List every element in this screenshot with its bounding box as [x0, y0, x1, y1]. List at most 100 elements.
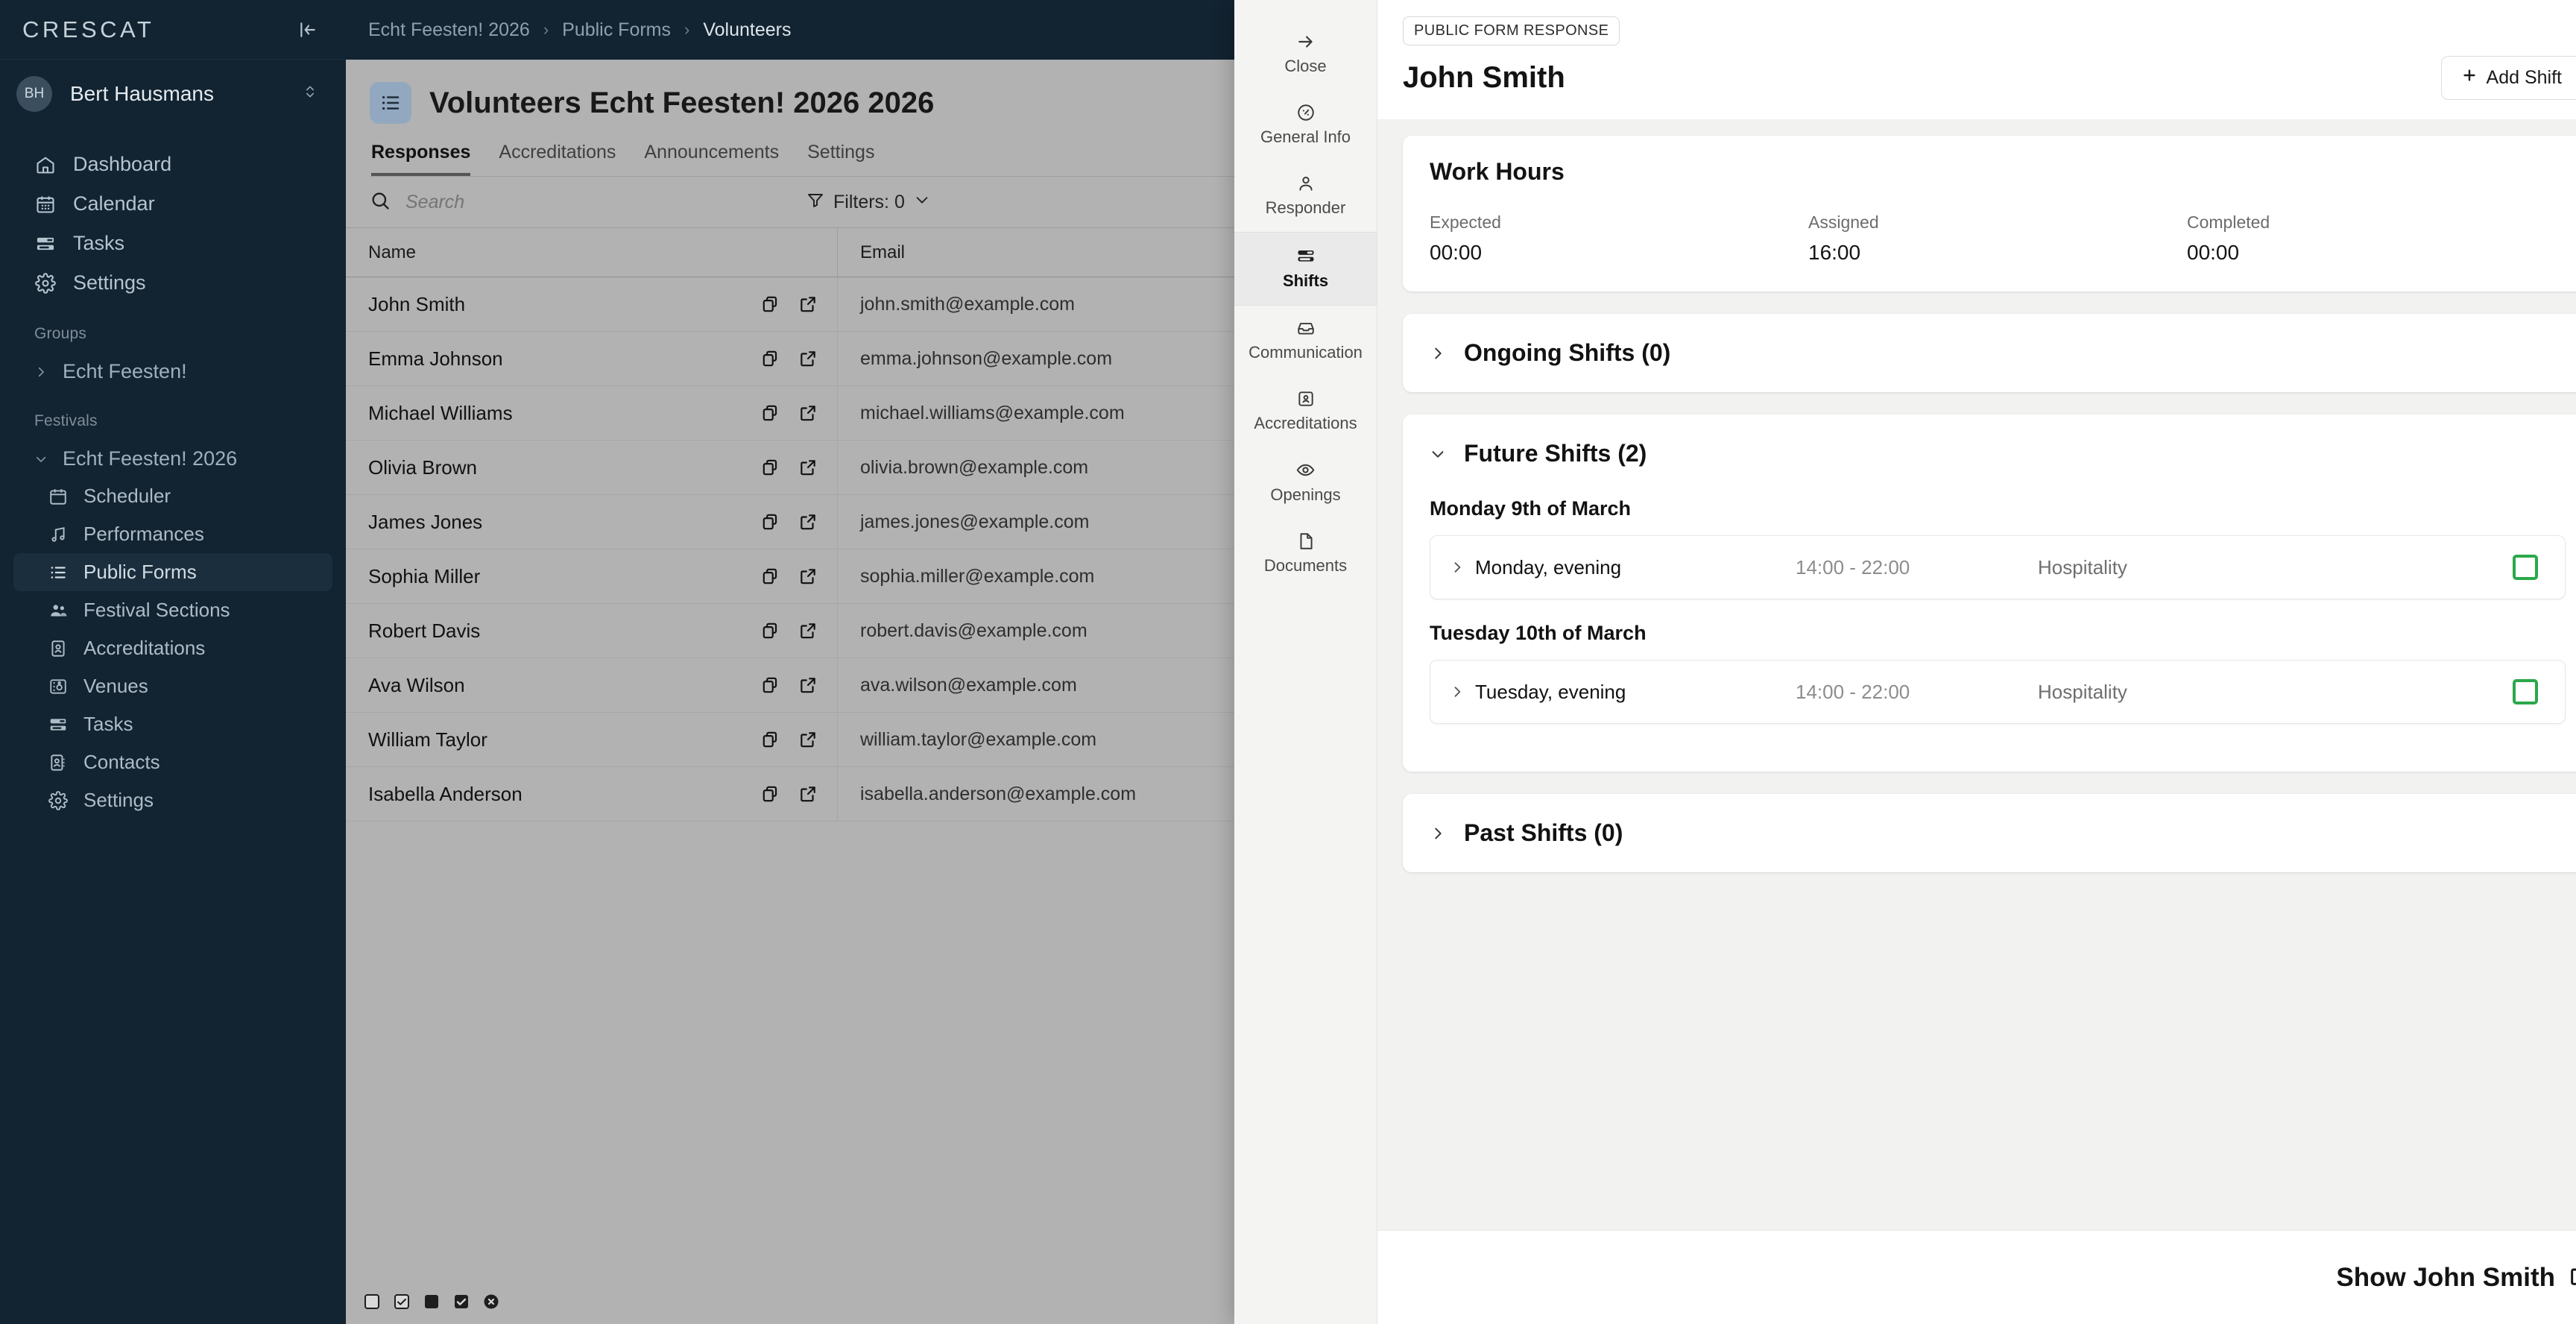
music-icon: [48, 524, 69, 545]
shift-name: Tuesday, evening: [1475, 680, 1626, 703]
show-response-link[interactable]: Show John Smith: [2336, 1262, 2555, 1292]
sidebar-item-tasks[interactable]: Tasks: [13, 224, 332, 263]
column-header-email[interactable]: Email: [860, 242, 906, 262]
breadcrumb-item-public-forms[interactable]: Public Forms: [562, 19, 672, 40]
rail-item-communication[interactable]: Communication: [1234, 306, 1377, 376]
sidebar-item-label: Tasks: [83, 713, 133, 735]
rail-item-openings[interactable]: Openings: [1234, 447, 1377, 519]
shift-row[interactable]: Tuesday, evening 14:00 - 22:00 Hospitality: [1430, 660, 2566, 724]
ongoing-shifts-toggle[interactable]: Ongoing Shifts (0): [1403, 314, 2576, 392]
open-external-icon[interactable]: [798, 294, 818, 314]
tab-accreditations[interactable]: Accreditations: [499, 142, 616, 163]
cell-name: Olivia Brown: [346, 440, 838, 495]
sidebar-item-settings[interactable]: Settings: [13, 263, 332, 303]
sidebar-item-label: Tasks: [73, 232, 125, 254]
column-header-name[interactable]: Name: [346, 227, 838, 277]
open-external-icon[interactable]: [798, 403, 818, 423]
open-external-icon[interactable]: [798, 458, 818, 477]
duplicate-icon[interactable]: [761, 349, 780, 368]
gear-icon: [48, 790, 69, 811]
breadcrumb-item-volunteers[interactable]: Volunteers: [703, 19, 792, 40]
duplicate-icon[interactable]: [761, 675, 780, 695]
sidebar-item-performances[interactable]: Performances: [13, 515, 332, 553]
cell-name: Michael Williams: [346, 385, 838, 441]
shift-checkbox[interactable]: [2513, 555, 2538, 580]
cell-email: robert.davis@example.com: [860, 620, 1087, 641]
sidebar-item-contacts[interactable]: Contacts: [13, 743, 332, 781]
checkbox-checked-outline-icon[interactable]: [392, 1292, 411, 1311]
rail-item-accreditations[interactable]: Accreditations: [1234, 376, 1377, 447]
open-external-icon[interactable]: [798, 567, 818, 586]
future-shifts-title: Future Shifts (2): [1464, 440, 1647, 467]
rail-item-close[interactable]: Close: [1234, 19, 1377, 90]
shift-checkbox[interactable]: [2513, 679, 2538, 704]
tab-responses[interactable]: Responses: [371, 142, 471, 176]
shift-row[interactable]: Monday, evening 14:00 - 22:00 Hospitality: [1430, 535, 2566, 599]
checkbox-checked-filled-icon[interactable]: [452, 1292, 471, 1311]
duplicate-icon[interactable]: [761, 621, 780, 640]
sidebar-item-label: Settings: [83, 789, 154, 811]
drawer-rail: Close General Info Responder Shifts Comm…: [1234, 0, 1377, 1324]
tab-announcements[interactable]: Announcements: [644, 142, 780, 163]
checkbox-filled-icon[interactable]: [422, 1292, 441, 1311]
table-toolbar: Filters: 0: [346, 177, 2576, 227]
future-shifts-toggle[interactable]: Future Shifts (2): [1403, 414, 2576, 493]
user-switcher[interactable]: BH Bert Hausmans: [0, 60, 346, 128]
sidebar-item-accreditations[interactable]: Accreditations: [13, 629, 332, 667]
duplicate-icon[interactable]: [761, 458, 780, 477]
circle-x-icon[interactable]: [482, 1292, 501, 1311]
sidebar-item-festival-sections[interactable]: Festival Sections: [13, 591, 332, 629]
breadcrumb-separator: ›: [543, 20, 549, 39]
chevron-right-icon[interactable]: [1450, 684, 1475, 699]
sidebar-item-tasks-festival[interactable]: Tasks: [13, 705, 332, 743]
table-row[interactable]: Olivia Brown olivia.brown@example.com: [346, 440, 2576, 495]
user-name: Bert Hausmans: [70, 82, 214, 105]
sidebar-festival-echt-feesten-2026[interactable]: Echt Feesten! 2026: [13, 441, 332, 477]
checkbox-empty-icon[interactable]: [362, 1292, 382, 1311]
open-external-icon[interactable]: [798, 675, 818, 695]
rail-item-shifts[interactable]: Shifts: [1234, 232, 1377, 306]
search-input[interactable]: [405, 191, 629, 213]
tasks-icon: [48, 714, 69, 735]
breadcrumb-item-festival[interactable]: Echt Feesten! 2026: [368, 19, 530, 40]
rail-item-general-info[interactable]: General Info: [1234, 90, 1377, 161]
rail-item-responder[interactable]: Responder: [1234, 161, 1377, 232]
rail-item-documents[interactable]: Documents: [1234, 519, 1377, 590]
duplicate-icon[interactable]: [761, 730, 780, 749]
shift-day-label: Tuesday 10th of March: [1430, 622, 1647, 644]
sidebar-item-dashboard[interactable]: Dashboard: [13, 145, 332, 184]
sidebar-item-venues[interactable]: Venues: [13, 667, 332, 705]
sidebar-group-echt-feesten[interactable]: Echt Feesten!: [13, 353, 332, 390]
open-external-icon[interactable]: [798, 512, 818, 532]
panel-collapse-icon[interactable]: [298, 20, 318, 40]
drawer-header: PUBLIC FORM RESPONSE John Smith Add Shif…: [1377, 0, 2576, 119]
duplicate-icon[interactable]: [761, 294, 780, 314]
duplicate-icon[interactable]: [761, 403, 780, 423]
open-external-icon[interactable]: [798, 349, 818, 368]
cell-name: William Taylor: [346, 712, 838, 767]
avatar: BH: [16, 76, 52, 112]
row-actions: [761, 675, 837, 695]
open-external-icon[interactable]: [798, 621, 818, 640]
inbox-icon: [1240, 318, 1371, 338]
work-hours-stat-completed: Completed 00:00: [2187, 212, 2566, 265]
sidebar-item-calendar[interactable]: Calendar: [13, 184, 332, 224]
sidebar-item-settings-festival[interactable]: Settings: [13, 781, 332, 819]
shift-department: Hospitality: [2038, 680, 2127, 703]
rail-item-label: Shifts: [1282, 271, 1329, 290]
row-actions: [761, 512, 837, 532]
sidebar-item-public-forms[interactable]: Public Forms: [13, 553, 332, 591]
open-external-icon[interactable]: [798, 730, 818, 749]
gauge-icon: [1240, 103, 1371, 122]
past-shifts-toggle[interactable]: Past Shifts (0): [1403, 794, 2576, 872]
duplicate-icon[interactable]: [761, 567, 780, 586]
filters-button[interactable]: Filters: 0: [806, 191, 930, 214]
sidebar-item-scheduler[interactable]: Scheduler: [13, 477, 332, 515]
chevron-right-icon[interactable]: [1450, 560, 1475, 575]
tab-settings[interactable]: Settings: [807, 142, 875, 163]
open-external-icon[interactable]: [2569, 1264, 2576, 1291]
duplicate-icon[interactable]: [761, 512, 780, 532]
add-shift-button[interactable]: Add Shift: [2440, 56, 2576, 100]
open-external-icon[interactable]: [798, 784, 818, 804]
duplicate-icon[interactable]: [761, 784, 780, 804]
